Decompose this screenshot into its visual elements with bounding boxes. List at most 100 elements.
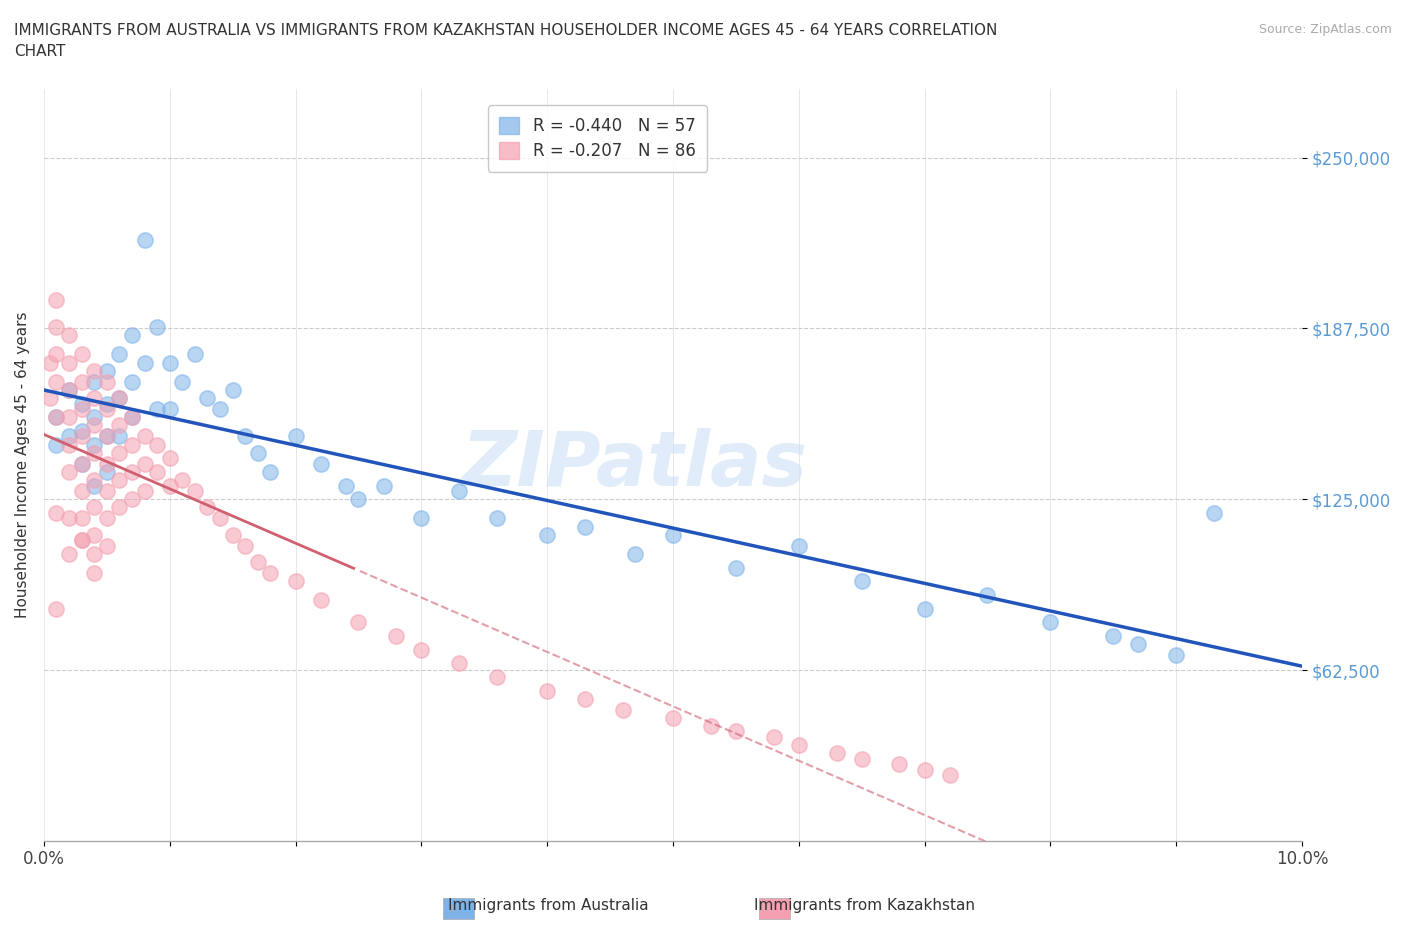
Point <box>108 429 131 444</box>
Point <box>121 410 143 425</box>
Point <box>45 347 67 362</box>
Point <box>574 691 596 706</box>
Point <box>121 374 143 389</box>
Point <box>724 560 747 575</box>
Text: IMMIGRANTS FROM AUSTRALIA VS IMMIGRANTS FROM KAZAKHSTAN HOUSEHOLDER INCOME AGES : IMMIGRANTS FROM AUSTRALIA VS IMMIGRANTS … <box>14 23 997 60</box>
Point <box>373 478 395 493</box>
Point <box>45 374 67 389</box>
Point <box>70 511 93 525</box>
Point <box>159 451 181 466</box>
Point <box>83 364 105 379</box>
Point <box>108 472 131 487</box>
Point <box>58 437 80 452</box>
Point <box>83 527 105 542</box>
Point <box>45 506 67 521</box>
Point <box>83 445 105 460</box>
Point <box>45 410 67 425</box>
Point <box>96 457 118 472</box>
Point <box>58 382 80 397</box>
Point <box>347 615 370 630</box>
Point <box>83 478 105 493</box>
Point <box>96 402 118 417</box>
Point <box>889 757 911 772</box>
Point <box>70 429 93 444</box>
Point <box>662 527 685 542</box>
Point <box>146 464 169 479</box>
Point <box>485 511 508 525</box>
Point <box>851 751 873 766</box>
Point <box>762 729 785 744</box>
Point <box>309 593 332 608</box>
Point <box>121 437 143 452</box>
Point <box>83 410 105 425</box>
Point <box>121 464 143 479</box>
Point <box>246 554 269 569</box>
Point <box>787 737 810 752</box>
Point <box>96 396 118 411</box>
Point <box>172 374 194 389</box>
Point <box>259 565 281 580</box>
Point <box>108 391 131 405</box>
Point <box>335 478 357 493</box>
Point <box>45 601 67 616</box>
Point <box>108 445 131 460</box>
Point <box>259 464 281 479</box>
Point <box>159 355 181 370</box>
Point <box>284 429 307 444</box>
Point <box>449 484 471 498</box>
Legend: R = -0.440   N = 57, R = -0.207   N = 86: R = -0.440 N = 57, R = -0.207 N = 86 <box>488 105 707 171</box>
Point <box>938 768 960 783</box>
Point <box>108 500 131 515</box>
Point <box>159 478 181 493</box>
Point <box>208 402 231 417</box>
Point <box>976 588 998 603</box>
Point <box>58 355 80 370</box>
Point <box>1202 506 1225 521</box>
Point <box>70 374 93 389</box>
Point <box>134 355 156 370</box>
Point <box>83 391 105 405</box>
Point <box>724 724 747 739</box>
Point <box>197 391 219 405</box>
Point <box>662 711 685 725</box>
Point <box>221 382 243 397</box>
Point <box>172 472 194 487</box>
Point <box>485 670 508 684</box>
Point <box>699 719 721 734</box>
Point <box>233 429 256 444</box>
Point <box>83 374 105 389</box>
Point <box>83 500 105 515</box>
Point <box>108 418 131 432</box>
Text: Source: ZipAtlas.com: Source: ZipAtlas.com <box>1258 23 1392 36</box>
Point <box>70 396 93 411</box>
Point <box>449 656 471 671</box>
Point <box>70 457 93 472</box>
Point <box>108 391 131 405</box>
Point <box>45 292 67 307</box>
Point <box>1102 629 1125 644</box>
Point <box>134 232 156 247</box>
Point <box>45 437 67 452</box>
Point <box>309 457 332 472</box>
Point <box>134 457 156 472</box>
Point <box>58 429 80 444</box>
Point <box>45 320 67 335</box>
Point <box>574 519 596 534</box>
Point <box>1039 615 1062 630</box>
Point <box>134 429 156 444</box>
Point <box>146 437 169 452</box>
Point <box>624 547 647 562</box>
Y-axis label: Householder Income Ages 45 - 64 years: Householder Income Ages 45 - 64 years <box>15 312 30 618</box>
Point <box>58 511 80 525</box>
Point <box>121 328 143 343</box>
Point <box>70 423 93 438</box>
Point <box>70 533 93 548</box>
Point <box>45 410 67 425</box>
Text: ZIPatlas: ZIPatlas <box>463 428 808 502</box>
Point <box>1128 637 1150 652</box>
Point <box>536 527 558 542</box>
Point <box>284 574 307 589</box>
Point <box>233 538 256 553</box>
Point <box>70 484 93 498</box>
Point <box>96 364 118 379</box>
